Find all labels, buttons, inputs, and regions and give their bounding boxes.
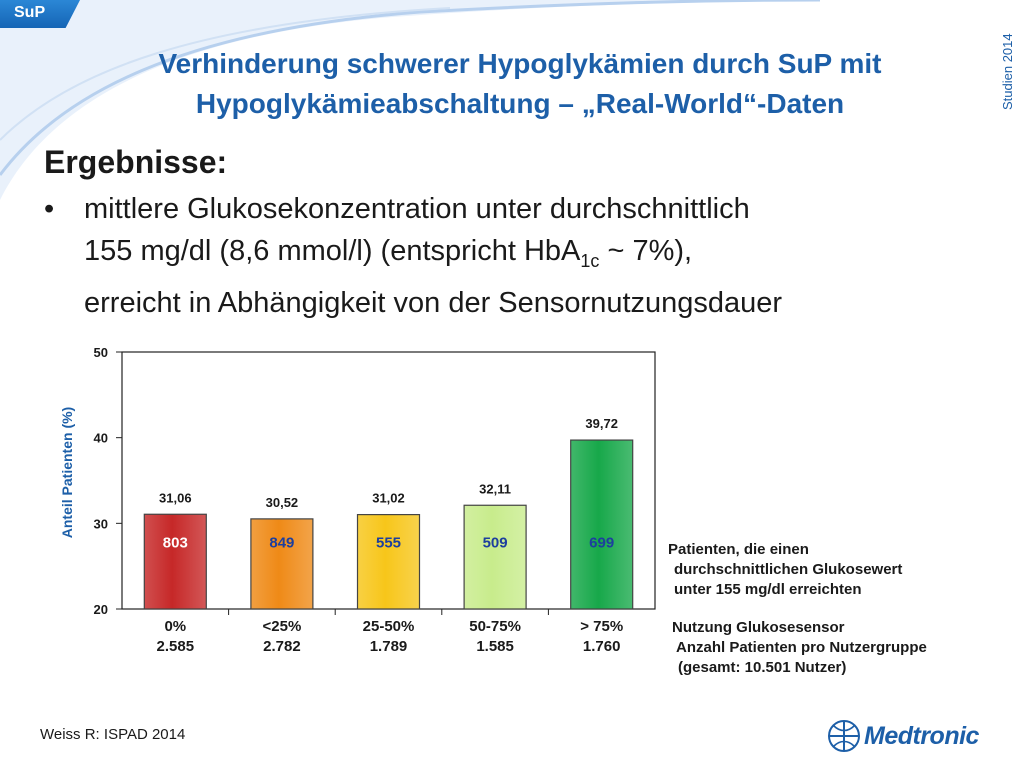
- y-tick-label: 20: [94, 602, 108, 617]
- x-group-size-label: 1.760: [583, 638, 621, 655]
- footer-reference: Weiss R: ISPAD 2014: [40, 726, 186, 743]
- hba1c-subscript: 1c: [580, 250, 600, 271]
- bullet-line-3: erreicht in Abhängigkeit von der Sensorn…: [84, 286, 783, 319]
- x-category-label: 50-75%: [469, 618, 521, 635]
- bar-patient-count: 849: [269, 534, 294, 551]
- title-line-1: Verhinderung schwerer Hypoglykämien durc…: [158, 48, 882, 79]
- results-heading: Ergebnisse:: [44, 144, 228, 180]
- bar: [356, 513, 421, 610]
- group-note-line-2: (gesamt: 10.501 Nutzer): [678, 659, 847, 676]
- bar: [463, 504, 527, 610]
- bullet-line-2-end: ~ 7%),: [599, 235, 693, 267]
- bar-patient-count: 803: [163, 534, 188, 551]
- y-tick-label: 40: [94, 431, 108, 446]
- title-line-2: Hypoglykämieabschaltung – „Real-World“-D…: [195, 88, 845, 119]
- usage-note: Nutzung Glukosesensor: [672, 619, 845, 636]
- medtronic-logo: Medtronic: [826, 718, 1006, 758]
- medtronic-logo-text: Medtronic: [864, 722, 979, 750]
- y-tick-label: 50: [94, 345, 108, 360]
- header-swoosh-decoration: [0, 0, 821, 200]
- bullet-text: mittlere Glukosekonzentration unter durc…: [84, 188, 984, 324]
- x-group-size-label: 2.585: [157, 638, 195, 655]
- bar-patient-count: 509: [483, 534, 508, 551]
- bar: [570, 439, 634, 610]
- bar: [250, 518, 314, 610]
- patients-note: Patienten, die einen durchschnittlichen …: [668, 540, 902, 600]
- bullet-line-2-start: 155 mg/dl (8,6 mmol/l) (entspricht HbA: [84, 235, 581, 267]
- group-note: Anzahl Patienten pro Nutzergruppe (gesam…: [676, 638, 927, 678]
- y-axis-label: Anteil Patienten (%): [59, 407, 75, 538]
- x-category-label: 25-50%: [363, 618, 415, 635]
- medtronic-emblem-icon: [828, 720, 860, 752]
- bar-value-label: 32,11: [479, 481, 511, 496]
- x-group-size-label: 2.782: [263, 638, 301, 655]
- bullet-dot: •: [44, 193, 55, 225]
- group-note-line-1: Anzahl Patienten pro Nutzergruppe: [676, 639, 927, 656]
- y-tick-label: 30: [94, 516, 108, 531]
- patients-note-line-2: durchschnittlichen Glukosewert: [674, 561, 903, 578]
- usage-bar-chart: 20 30 40 50 Anteil Patienten (%) 31,06 803 0% 2.…: [59, 345, 656, 655]
- bar-value-label: 31,02: [372, 491, 405, 506]
- x-category-label: > 75%: [580, 618, 623, 635]
- slide-title: Verhinderung schwerer Hypoglykämien durc…: [60, 44, 980, 124]
- bullet-line-1: mittlere Glukosekonzentration unter durc…: [84, 193, 750, 225]
- bar-value-label: 31,06: [159, 490, 192, 505]
- patients-note-line-1: Patienten, die einen: [668, 541, 809, 558]
- side-label-studien: Studien 2014: [1000, 33, 1015, 110]
- x-category-label: <25%: [263, 618, 302, 635]
- bar-patient-count: 555: [376, 534, 401, 551]
- bar-value-label: 30,52: [266, 495, 299, 510]
- x-category-label: 0%: [164, 618, 186, 635]
- bar-patient-count: 699: [589, 534, 614, 551]
- bar-value-label: 39,72: [585, 416, 618, 431]
- sup-tag: SuP: [0, 0, 80, 28]
- x-group-size-label: 1.789: [370, 638, 408, 655]
- x-group-size-label: 1.585: [476, 638, 514, 655]
- bar: [143, 513, 207, 610]
- bullet-line-2: 155 mg/dl (8,6 mmol/l) (entspricht HbA1c…: [84, 230, 984, 282]
- patients-note-line-3: unter 155 mg/dl erreichten: [674, 581, 862, 598]
